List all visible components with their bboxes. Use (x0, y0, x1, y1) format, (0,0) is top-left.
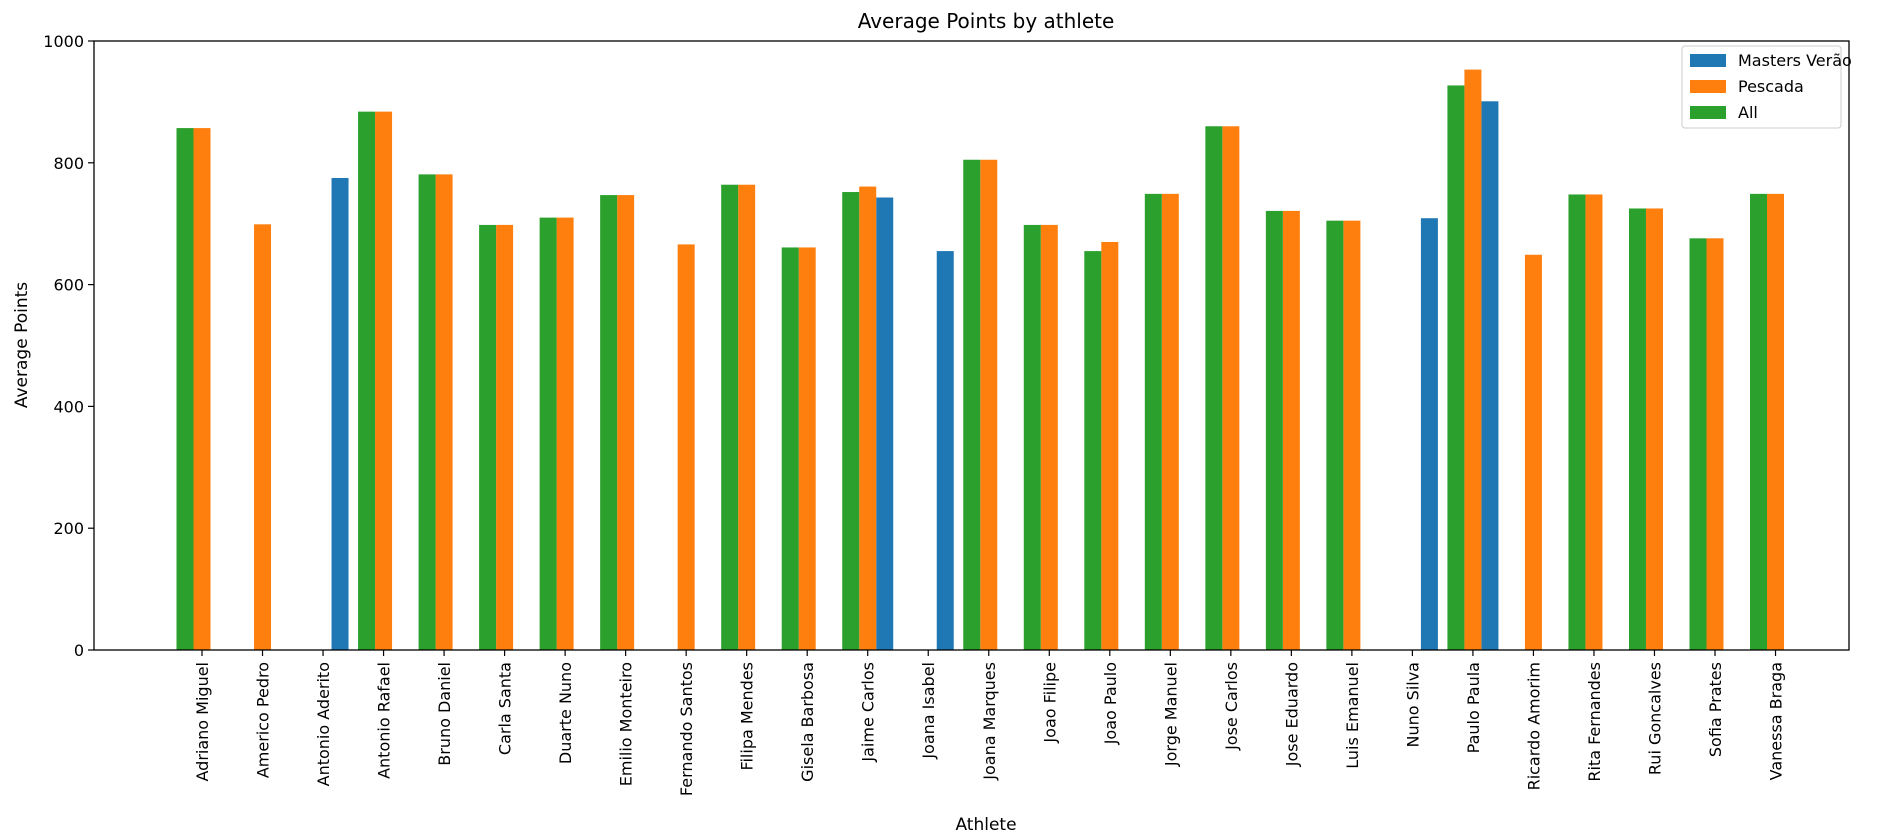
bar (1585, 194, 1603, 650)
bar (721, 184, 739, 650)
bar (842, 192, 860, 650)
x-tick-label: Bruno Daniel (435, 662, 454, 766)
x-tick-label: Joana Isabel (919, 662, 938, 760)
bar (1084, 251, 1102, 650)
x-tick-label: Carla Santa (496, 662, 515, 755)
bar (1447, 85, 1465, 650)
bar (600, 195, 618, 650)
x-tick-label: Joana Marques (980, 662, 999, 781)
y-tick-label: 800 (53, 154, 84, 173)
bar (859, 186, 877, 651)
bar (1222, 126, 1240, 650)
bar (1628, 208, 1646, 651)
bar (936, 251, 954, 650)
bar (963, 159, 981, 650)
chart-title: Average Points by athlete (858, 9, 1115, 33)
bar (358, 111, 376, 650)
bar (1464, 69, 1482, 651)
bar (435, 174, 453, 650)
bar (1767, 193, 1785, 651)
y-axis-title: Average Points (12, 282, 32, 408)
bar (1040, 224, 1058, 651)
bar (980, 159, 998, 650)
x-tick-label: Fernando Santos (677, 662, 696, 796)
bar (798, 247, 816, 650)
bar (176, 128, 194, 651)
bar (479, 224, 497, 651)
bar (1706, 238, 1724, 650)
x-tick-label: Jose Eduardo (1282, 662, 1301, 767)
y-tick-label: 0 (74, 641, 84, 660)
plot-frame (93, 40, 1850, 651)
y-tick-label: 400 (53, 397, 84, 416)
x-tick-label: Paulo Paula (1464, 662, 1483, 753)
x-tick-label: Gisela Barbosa (798, 662, 817, 782)
bar (1282, 210, 1300, 650)
bar (1265, 210, 1283, 650)
bar (1689, 238, 1707, 650)
x-tick-label: Joao Paulo (1101, 662, 1120, 745)
bar (375, 111, 393, 650)
x-tick-label: Filipa Mendes (738, 662, 757, 771)
legend-label: Pescada (1738, 77, 1804, 96)
bar (1750, 193, 1768, 651)
bar (193, 128, 211, 651)
y-tick-label: 200 (53, 519, 84, 538)
x-axis-title: Athlete (955, 815, 1016, 835)
legend-label: All (1738, 103, 1758, 122)
bars-group (176, 69, 1785, 651)
legend-swatch (1690, 80, 1726, 93)
bar (1205, 126, 1223, 650)
x-tick-label: Duarte Nuno (556, 662, 575, 764)
bar (738, 184, 756, 650)
bar (539, 217, 557, 651)
bar (1343, 220, 1361, 650)
bar (1326, 220, 1344, 650)
bar (1481, 101, 1499, 651)
x-tick-label: Joao Filipe (1040, 662, 1059, 744)
x-tick-label: Nuno Silva (1403, 662, 1422, 747)
x-tick-label: Jose Carlos (1222, 662, 1241, 751)
x-tick-label: Antonio Aderito (314, 662, 333, 786)
x-tick-label: Rita Fernandes (1585, 662, 1604, 782)
x-tick-label: Sofia Prates (1706, 662, 1725, 757)
bar (1420, 218, 1438, 650)
x-tick-label: Jorge Manuel (1161, 662, 1180, 767)
bar (418, 174, 436, 650)
bar (1645, 208, 1663, 651)
x-tick-label: Rui Goncalves (1645, 662, 1664, 775)
x-tick-label: Ricardo Amorim (1524, 662, 1543, 790)
bar (876, 197, 894, 650)
bar (1144, 193, 1162, 651)
bar (496, 224, 514, 651)
bar (1023, 224, 1041, 651)
bar (254, 224, 272, 650)
y-axis: 0 200 400 600 800 1000 (43, 32, 94, 660)
bar (331, 178, 349, 650)
bar (1568, 194, 1586, 650)
legend-swatch (1690, 54, 1726, 67)
x-axis: Adriano Miguel Americo Pedro Antonio Aderi… (193, 650, 1786, 796)
legend: Masters Verão Pescada All (1681, 45, 1852, 129)
bar (677, 244, 695, 650)
bar (617, 195, 635, 650)
bar (1101, 241, 1119, 650)
bar (1161, 193, 1179, 651)
legend-label: Masters Verão (1738, 51, 1852, 70)
legend-swatch (1690, 106, 1726, 119)
x-tick-label: Jaime Carlos (859, 662, 878, 763)
bar (556, 217, 574, 651)
x-tick-label: Americo Pedro (254, 662, 273, 778)
bar (1524, 254, 1542, 650)
x-tick-label: Adriano Miguel (193, 662, 212, 782)
x-tick-label: Emilio Monteiro (617, 662, 636, 786)
y-tick-label: 600 (53, 276, 84, 295)
bar (781, 247, 799, 650)
x-tick-label: Antonio Rafael (375, 662, 394, 779)
x-tick-label: Vanessa Braga (1767, 662, 1786, 780)
x-tick-label: Luis Emanuel (1343, 662, 1362, 769)
y-tick-label: 1000 (43, 32, 84, 51)
